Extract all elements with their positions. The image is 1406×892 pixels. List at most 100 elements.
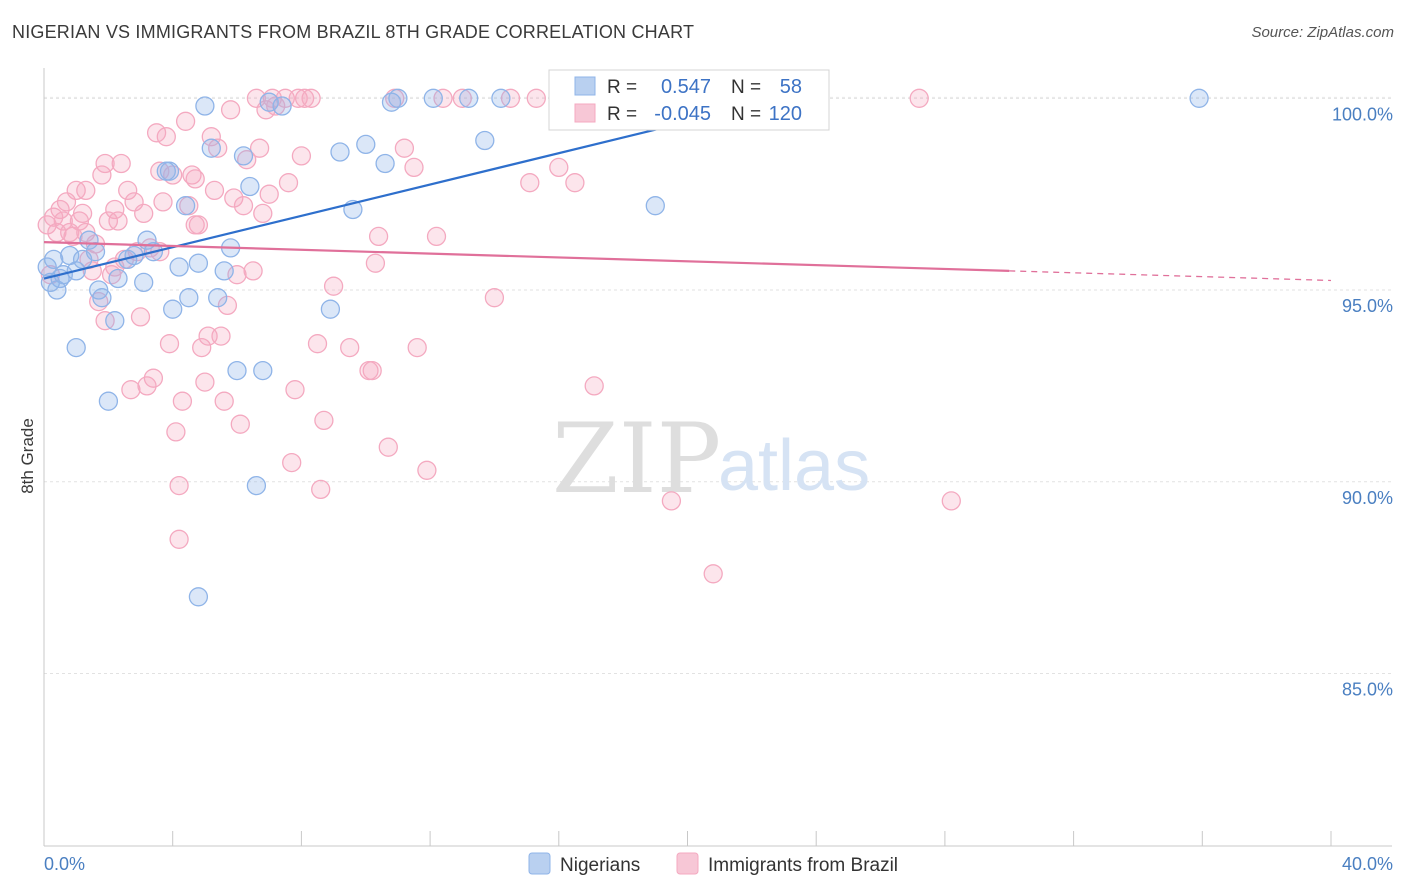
series-immigrants-from-brazil (37, 88, 961, 584)
series-nigerians (37, 88, 1209, 607)
y-tick-label: 90.0% (1342, 488, 1393, 508)
stats-swatch-nigerians (574, 76, 596, 96)
data-point (185, 169, 205, 189)
data-point (378, 437, 398, 457)
legend-swatch-brazil (676, 852, 699, 875)
data-point (50, 199, 70, 220)
stats-swatch-brazil (574, 103, 596, 123)
data-point (417, 460, 437, 480)
data-point (484, 288, 505, 308)
data-point (208, 288, 228, 308)
data-point (134, 203, 154, 224)
data-point (134, 272, 154, 293)
data-point (76, 180, 96, 201)
data-point (452, 88, 472, 108)
data-point (404, 157, 424, 178)
data-point (246, 88, 267, 108)
data-point (291, 146, 312, 166)
data-point (520, 173, 540, 193)
data-point (282, 452, 302, 473)
source-label: Source: ZipAtlas.com (1251, 24, 1394, 41)
data-point (433, 88, 453, 108)
data-point (214, 261, 234, 281)
data-point (72, 203, 93, 224)
data-point (192, 337, 212, 358)
data-point (204, 180, 225, 201)
data-point (1189, 88, 1209, 108)
data-point (294, 88, 315, 108)
x-ticks (43, 831, 1332, 846)
chart-title: NIGERIAN VS IMMIGRANTS FROM BRAZIL 8TH G… (12, 22, 695, 42)
data-point (565, 173, 585, 193)
data-point (95, 153, 115, 174)
watermark: ZIP atlas (552, 403, 870, 515)
stats-legend: R = 0.547 N = 58 R = -0.045 N = 120 (548, 69, 830, 131)
data-point (475, 130, 495, 151)
data-point (249, 138, 270, 158)
data-point (195, 96, 215, 116)
data-point (253, 203, 273, 224)
stats-n-label-1: N = (731, 77, 761, 98)
data-point (188, 253, 209, 273)
legend-label-nigerians: Nigerians (560, 855, 640, 876)
x-tick-label-min: 0.0% (44, 854, 85, 874)
data-point (526, 88, 546, 108)
data-point (105, 311, 125, 331)
data-point (491, 88, 511, 108)
data-point (201, 138, 221, 158)
data-point (130, 307, 151, 327)
x-tick-label-max: 40.0% (1342, 854, 1393, 874)
data-point (394, 138, 415, 158)
data-point (285, 380, 305, 400)
data-point (272, 96, 292, 116)
data-point (368, 226, 389, 247)
data-point (37, 257, 57, 277)
data-point (211, 326, 231, 346)
stats-r-label-1: R = (607, 77, 637, 98)
data-point (323, 276, 344, 296)
data-point (44, 249, 64, 270)
data-point (224, 188, 244, 208)
legend-label-brazil: Immigrants from Brazil (708, 855, 898, 876)
data-point (108, 268, 128, 289)
data-point (220, 100, 241, 120)
data-point (320, 299, 341, 319)
data-point (111, 153, 131, 174)
watermark-atlas: atlas (718, 426, 870, 506)
data-point (63, 226, 83, 247)
data-point (362, 360, 382, 381)
y-tick-labels: 85.0% 90.0% 95.0% 100.0% (1332, 104, 1393, 699)
data-point (146, 123, 167, 143)
data-point (118, 180, 138, 201)
data-point (105, 199, 125, 220)
y-axis-label: 8th Grade (18, 418, 37, 494)
data-point (214, 391, 234, 411)
data-point (549, 157, 569, 178)
legend-swatch-nigerians (528, 852, 551, 875)
data-point (92, 288, 112, 308)
data-point (159, 334, 180, 354)
data-point (661, 491, 682, 511)
data-point (156, 127, 176, 147)
data-point (37, 215, 57, 235)
watermark-zip: ZIP (552, 403, 721, 515)
axes (43, 68, 1392, 847)
data-point (175, 111, 196, 131)
data-point (53, 211, 73, 231)
data-point (185, 215, 205, 235)
data-point (407, 337, 427, 358)
data-point (311, 479, 331, 500)
stats-r-value-2: -0.045 (654, 103, 711, 125)
data-point (175, 196, 196, 216)
data-point (85, 242, 106, 262)
data-point (941, 491, 961, 511)
stats-legend-box (548, 69, 830, 131)
data-point (259, 184, 279, 204)
data-point (208, 138, 228, 158)
stats-n-value-2: 120 (769, 103, 802, 125)
data-point (169, 475, 189, 496)
data-point (253, 360, 273, 381)
data-point (365, 253, 386, 273)
data-point (356, 134, 376, 155)
data-point (163, 299, 183, 319)
